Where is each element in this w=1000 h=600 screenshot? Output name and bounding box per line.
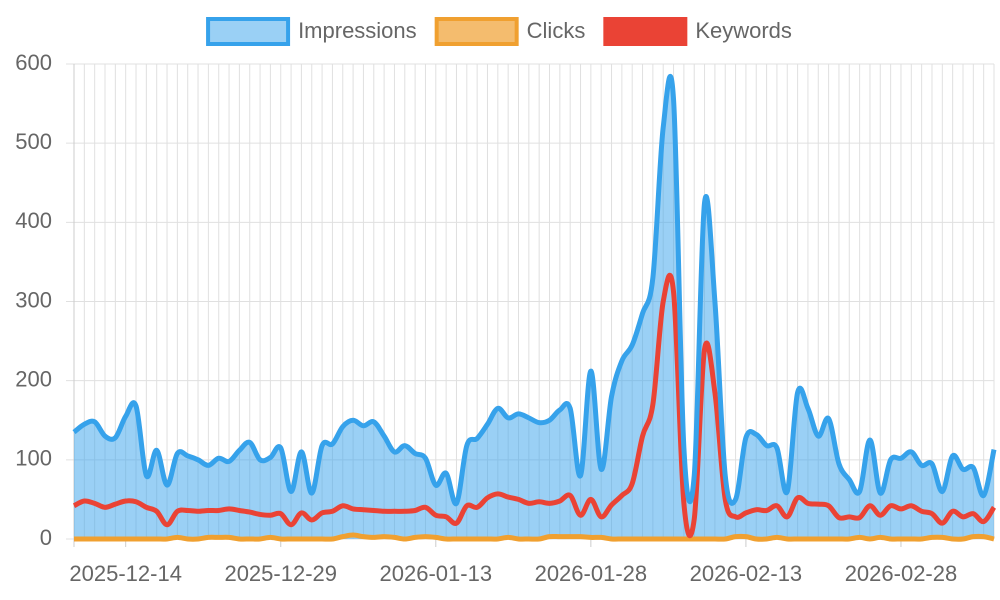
x-tick-label: 2025-12-29 bbox=[224, 561, 337, 586]
line bbox=[73, 532, 995, 542]
legend-label: Keywords bbox=[695, 18, 792, 43]
y-tick-label: 200 bbox=[15, 366, 52, 391]
y-tick-label: 500 bbox=[15, 129, 52, 154]
legend-swatch bbox=[434, 17, 519, 46]
x-tick-label: 2026-02-28 bbox=[845, 561, 958, 586]
y-tick-label: 300 bbox=[15, 287, 52, 312]
y-tick-label: 400 bbox=[15, 208, 52, 233]
x-tick-label: 2025-12-14 bbox=[69, 561, 182, 586]
legend-swatch bbox=[206, 17, 291, 46]
y-tick-label: 0 bbox=[40, 525, 52, 550]
x-tick-label: 2026-01-13 bbox=[380, 561, 493, 586]
area bbox=[74, 76, 994, 540]
x-tick-label: 2026-02-13 bbox=[690, 561, 803, 586]
line bbox=[72, 272, 997, 539]
legend-label: Clicks bbox=[527, 18, 586, 43]
y-tick-label: 100 bbox=[15, 446, 52, 471]
y-tick-label: 600 bbox=[15, 50, 52, 75]
line bbox=[72, 73, 997, 507]
legend-label: Impressions bbox=[298, 18, 417, 43]
x-tick-label: 2026-01-28 bbox=[535, 561, 648, 586]
legend-swatch bbox=[603, 17, 688, 46]
